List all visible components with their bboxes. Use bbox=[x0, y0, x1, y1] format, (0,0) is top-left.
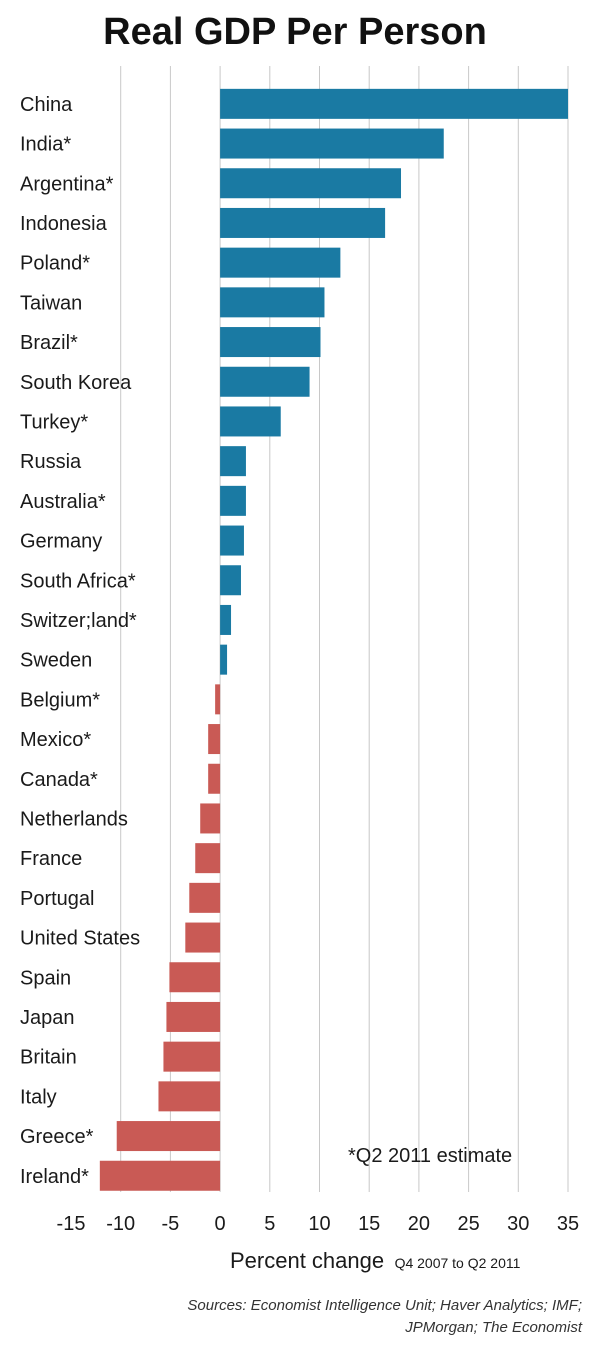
bar bbox=[208, 763, 221, 794]
x-axis-label: Percent change Q4 2007 to Q2 2011 bbox=[230, 1248, 521, 1273]
bar bbox=[169, 962, 221, 993]
bar bbox=[195, 843, 221, 874]
category-label: Taiwan bbox=[20, 292, 82, 314]
tick-label: -15 bbox=[57, 1213, 86, 1235]
category-label: Australia* bbox=[20, 491, 106, 513]
tick-label: 25 bbox=[457, 1213, 479, 1235]
bar bbox=[220, 247, 341, 278]
tick-label: 0 bbox=[215, 1213, 226, 1235]
bars bbox=[99, 88, 568, 1191]
tick-label: -10 bbox=[106, 1213, 135, 1235]
category-label: South Africa* bbox=[20, 570, 136, 592]
category-label: Italy bbox=[20, 1086, 57, 1108]
tick-label: 5 bbox=[264, 1213, 275, 1235]
x-axis-label-sub: Q4 2007 to Q2 2011 bbox=[395, 1255, 521, 1271]
bar bbox=[220, 525, 244, 556]
category-label: Japan bbox=[20, 1007, 75, 1029]
bar bbox=[220, 604, 232, 635]
category-label: Indonesia bbox=[20, 213, 108, 235]
bar bbox=[116, 1121, 221, 1152]
category-label: Sweden bbox=[20, 650, 92, 672]
category-labels: China India* Argentina* Indonesia Poland* Tai… bbox=[20, 94, 140, 1188]
category-label: Mexico* bbox=[20, 729, 91, 751]
chart-title: Real GDP Per Person bbox=[103, 11, 487, 53]
x-axis-label-main: Percent change bbox=[230, 1248, 384, 1273]
bar bbox=[220, 207, 386, 238]
bar bbox=[220, 446, 246, 477]
bar bbox=[220, 406, 281, 437]
bar bbox=[220, 644, 228, 675]
tick-label: 10 bbox=[308, 1213, 330, 1235]
category-label: India* bbox=[20, 134, 71, 156]
category-label: Russia bbox=[20, 451, 82, 473]
bar bbox=[163, 1041, 221, 1072]
bar bbox=[220, 366, 310, 397]
bar bbox=[200, 803, 221, 834]
bar bbox=[166, 1001, 221, 1032]
tick-label: 35 bbox=[557, 1213, 579, 1235]
category-label: Ireland* bbox=[20, 1166, 89, 1188]
category-label: Germany bbox=[20, 531, 102, 553]
bar bbox=[220, 485, 246, 516]
category-label: Turkey* bbox=[20, 411, 88, 433]
bar bbox=[220, 287, 325, 318]
category-label: Netherlands bbox=[20, 808, 128, 830]
tick-label: 20 bbox=[408, 1213, 430, 1235]
bar bbox=[220, 128, 444, 159]
category-label: Greece* bbox=[20, 1126, 94, 1148]
category-label: Argentina* bbox=[20, 173, 114, 195]
category-label: Canada* bbox=[20, 769, 98, 791]
category-label: Brazil* bbox=[20, 332, 78, 354]
tick-label: 30 bbox=[507, 1213, 529, 1235]
category-label: Britain bbox=[20, 1047, 77, 1069]
category-label: France bbox=[20, 848, 82, 870]
footnote: *Q2 2011 estimate bbox=[348, 1145, 512, 1167]
category-label: Switzer;land* bbox=[20, 610, 137, 632]
tick-label: 15 bbox=[358, 1213, 380, 1235]
bar bbox=[215, 684, 221, 715]
bar bbox=[220, 565, 241, 596]
tick-label: -5 bbox=[162, 1213, 180, 1235]
category-label: South Korea bbox=[20, 372, 132, 394]
category-label: Belgium* bbox=[20, 689, 100, 711]
bar bbox=[208, 724, 221, 755]
bar bbox=[158, 1081, 221, 1112]
bar bbox=[220, 327, 321, 358]
category-label: China bbox=[20, 94, 73, 116]
bar bbox=[189, 882, 221, 913]
bar bbox=[185, 922, 221, 953]
bar bbox=[99, 1160, 221, 1191]
bar bbox=[220, 88, 568, 119]
category-label: Spain bbox=[20, 967, 71, 989]
bar bbox=[220, 168, 402, 199]
category-label: United States bbox=[20, 928, 140, 950]
category-label: Portugal bbox=[20, 888, 95, 910]
x-axis-ticks: -15 -10 -5 0 5 10 15 20 25 30 35 bbox=[57, 1213, 580, 1235]
source-line-2: JPMorgan; The Economist bbox=[404, 1319, 583, 1336]
category-label: Poland* bbox=[20, 253, 90, 275]
source-line-1: Sources: Economist Intelligence Unit; Ha… bbox=[187, 1297, 582, 1314]
